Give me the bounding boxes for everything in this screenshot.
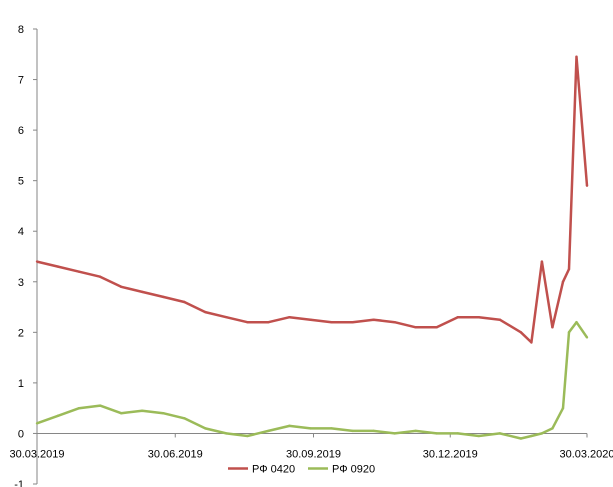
- data-point: [246, 434, 249, 438]
- data-point: [456, 315, 459, 319]
- data-point: [519, 331, 523, 334]
- data-point: [498, 318, 502, 321]
- data-point: [246, 321, 249, 324]
- data-point: [498, 432, 502, 435]
- data-point: [351, 321, 354, 324]
- series-layer: [35, 55, 589, 440]
- x-tick-label: 30.09.2019: [286, 448, 341, 460]
- data-point: [77, 270, 81, 273]
- series-line-1: [36, 320, 589, 440]
- data-point: [162, 295, 165, 299]
- data-point: [140, 409, 144, 412]
- data-point: [551, 427, 554, 430]
- data-point: [183, 417, 186, 420]
- data-point: [98, 275, 102, 278]
- data-point: [309, 318, 312, 321]
- axes: -1 0 1 2 3 4 5 6 7 8 30.03.2019 30.06.2019 30.09.201…: [9, 24, 613, 487]
- data-point: [267, 429, 270, 433]
- data-point: [372, 318, 375, 321]
- x-tick-label: 30.12.2019: [423, 448, 478, 460]
- data-point: [567, 331, 571, 334]
- data-point: [561, 406, 565, 410]
- data-point: [585, 336, 589, 339]
- y-tick-label: 8: [18, 24, 24, 36]
- data-point: [435, 432, 438, 435]
- data-point: [309, 427, 312, 430]
- y-tick-label: 7: [18, 75, 24, 87]
- data-point: [477, 315, 481, 319]
- data-point: [561, 280, 565, 283]
- y-tick-label: 2: [18, 327, 24, 339]
- data-point: [56, 265, 60, 268]
- data-point: [567, 267, 571, 271]
- data-point: [414, 429, 417, 433]
- data-point: [56, 414, 60, 417]
- data-point: [551, 326, 554, 329]
- legend: РФ 0420 РФ 0920: [228, 463, 375, 475]
- data-point: [414, 326, 417, 329]
- data-point: [477, 434, 481, 438]
- x-tick-label: 30.06.2019: [148, 448, 203, 460]
- data-point: [530, 341, 533, 344]
- x-tick-label: 30.03.2019: [9, 448, 64, 460]
- data-point: [204, 427, 207, 430]
- data-point: [330, 321, 333, 324]
- data-point: [585, 184, 589, 187]
- data-point: [393, 432, 396, 435]
- y-tick-label: 0: [18, 428, 24, 440]
- y-tick-label: 3: [18, 277, 24, 289]
- data-point: [225, 432, 228, 435]
- data-point: [77, 406, 81, 410]
- data-point: [225, 315, 228, 319]
- data-point: [575, 321, 578, 324]
- y-tick-label: 1: [18, 378, 24, 390]
- data-point: [119, 285, 123, 289]
- data-point: [288, 424, 291, 428]
- data-point: [35, 260, 39, 263]
- data-point: [162, 412, 165, 415]
- data-point: [267, 321, 270, 324]
- data-point: [456, 432, 459, 435]
- data-point: [183, 300, 186, 304]
- data-point: [540, 260, 544, 263]
- data-point: [519, 437, 523, 440]
- data-point: [98, 404, 102, 407]
- y-tick-label: 5: [18, 176, 24, 188]
- series-line-0: [36, 55, 589, 344]
- data-point: [35, 422, 39, 425]
- data-point: [288, 315, 291, 319]
- data-point: [372, 429, 375, 433]
- data-point: [530, 434, 533, 438]
- data-point: [575, 55, 578, 59]
- data-point: [330, 427, 333, 430]
- data-point: [140, 290, 144, 294]
- data-point: [204, 310, 207, 314]
- y-tick-label: -1: [14, 479, 24, 487]
- data-point: [540, 432, 544, 435]
- data-point: [435, 326, 438, 329]
- data-point: [119, 412, 123, 415]
- data-point: [351, 429, 354, 433]
- data-point: [393, 321, 396, 324]
- legend-label-0: РФ 0420: [252, 463, 295, 475]
- y-tick-label: 6: [18, 125, 24, 137]
- x-tick-label: 30.03.2020: [559, 448, 613, 460]
- legend-label-1: РФ 0920: [332, 463, 375, 475]
- y-tick-label: 4: [18, 226, 24, 238]
